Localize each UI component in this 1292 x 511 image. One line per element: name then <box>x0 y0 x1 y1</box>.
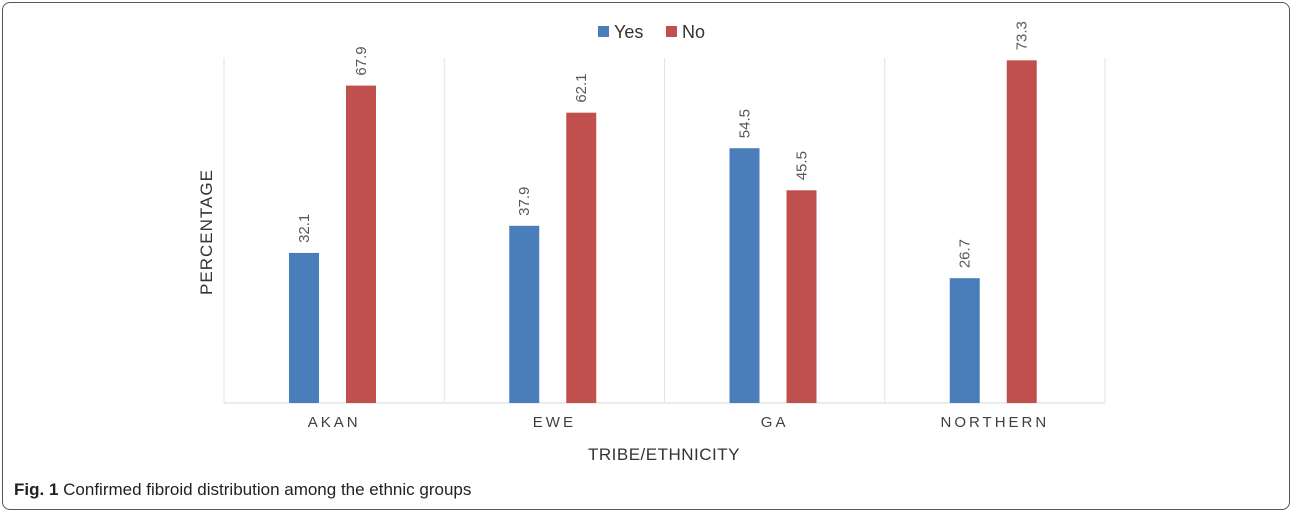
figure-caption: Fig. 1 Confirmed fibroid distribution am… <box>14 480 471 500</box>
data-label: 32.1 <box>296 214 313 243</box>
data-label: 37.9 <box>516 187 533 216</box>
legend-swatch-no <box>666 26 677 37</box>
bar-yes-akan <box>289 252 319 403</box>
legend-label-yes: Yes <box>614 22 643 42</box>
data-label: 62.1 <box>573 73 590 102</box>
y-axis-label: PERCENTAGE <box>197 169 216 295</box>
data-labels: 32.1 67.9 37.9 62.1 54.5 45.5 26.7 73.3 <box>296 21 1031 268</box>
data-label: 73.3 <box>1014 21 1031 50</box>
data-label: 67.9 <box>353 46 370 75</box>
data-label: 45.5 <box>794 151 811 180</box>
x-axis-label: TRIBE/ETHNICITY <box>588 445 740 464</box>
data-label: 26.7 <box>957 239 974 268</box>
legend-label-no: No <box>682 22 705 42</box>
bar-no-ga <box>786 190 817 403</box>
x-tick-labels: AKAN EWE GA NORTHERN <box>308 414 1050 431</box>
bar-no-ewe <box>566 112 597 404</box>
x-tick-label: AKAN <box>308 414 361 431</box>
x-tick-label: GA <box>761 414 789 431</box>
x-tick-label: NORTHERN <box>941 414 1050 431</box>
bar-yes-ewe <box>509 225 540 403</box>
bar-yes-northern <box>949 278 980 403</box>
x-tick-label: EWE <box>533 414 576 431</box>
figure-label: Fig. 1 <box>14 480 59 499</box>
legend-swatch-yes <box>598 26 609 37</box>
legend: Yes No <box>598 22 705 42</box>
bar-no-akan <box>346 85 376 403</box>
figure-caption-text: Confirmed fibroid distribution among the… <box>63 480 472 499</box>
bars <box>289 60 1037 404</box>
bar-no-northern <box>1006 60 1037 403</box>
data-label: 54.5 <box>737 109 754 138</box>
bar-yes-ga <box>729 148 760 403</box>
